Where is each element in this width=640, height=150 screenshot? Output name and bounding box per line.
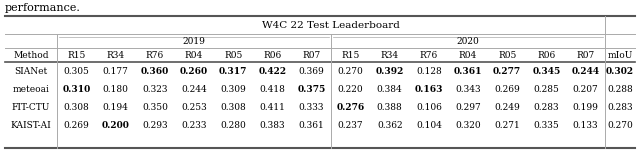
Text: 0.411: 0.411 [259,103,285,112]
Text: 0.302: 0.302 [606,67,634,76]
Text: R07: R07 [302,51,321,60]
Text: W4C 22 Test Leaderboard: W4C 22 Test Leaderboard [262,21,400,30]
Text: 0.277: 0.277 [493,67,521,76]
Text: 0.345: 0.345 [532,67,561,76]
Text: 0.200: 0.200 [102,122,130,130]
Text: 0.361: 0.361 [298,122,324,130]
Text: 0.199: 0.199 [573,103,598,112]
Text: 0.335: 0.335 [533,122,559,130]
Text: 0.333: 0.333 [299,103,324,112]
Text: 0.280: 0.280 [220,122,246,130]
Text: SIANet: SIANet [14,67,47,76]
Text: 0.276: 0.276 [337,103,365,112]
Text: 0.104: 0.104 [416,122,442,130]
Text: 0.320: 0.320 [455,122,481,130]
Text: R76: R76 [420,51,438,60]
Text: 0.388: 0.388 [377,103,403,112]
Text: 0.237: 0.237 [338,122,364,130]
Text: 0.288: 0.288 [607,85,633,94]
Text: R04: R04 [185,51,203,60]
Text: 0.269: 0.269 [494,85,520,94]
Text: Method: Method [13,51,49,60]
Text: 0.106: 0.106 [416,103,442,112]
Text: performance.: performance. [5,3,81,13]
Text: 0.369: 0.369 [298,67,324,76]
Text: R34: R34 [107,51,125,60]
Text: 0.343: 0.343 [455,85,481,94]
Text: 0.260: 0.260 [180,67,208,76]
Text: 0.297: 0.297 [455,103,481,112]
Text: 0.418: 0.418 [259,85,285,94]
Text: 2019: 2019 [182,36,205,45]
Text: 0.384: 0.384 [377,85,403,94]
Text: 0.361: 0.361 [454,67,483,76]
Text: 0.249: 0.249 [494,103,520,112]
Text: 0.350: 0.350 [142,103,168,112]
Text: R06: R06 [537,51,556,60]
Text: mIoU: mIoU [607,51,633,60]
Text: 0.308: 0.308 [64,103,90,112]
Text: 0.323: 0.323 [142,85,168,94]
Text: R15: R15 [67,51,86,60]
Text: KAIST-AI: KAIST-AI [11,122,51,130]
Text: 0.180: 0.180 [103,85,129,94]
Text: FIT-CTU: FIT-CTU [12,103,50,112]
Text: 2020: 2020 [456,36,479,45]
Text: 0.383: 0.383 [259,122,285,130]
Text: 0.269: 0.269 [64,122,90,130]
Text: 0.283: 0.283 [607,103,633,112]
Text: 0.360: 0.360 [141,67,169,76]
Text: 0.362: 0.362 [377,122,403,130]
Text: R15: R15 [341,51,360,60]
Text: 0.308: 0.308 [220,103,246,112]
Text: 0.177: 0.177 [103,67,129,76]
Text: 0.270: 0.270 [338,67,364,76]
Text: 0.163: 0.163 [415,85,443,94]
Text: meteoai: meteoai [13,85,49,94]
Text: 0.194: 0.194 [103,103,129,112]
Text: 0.305: 0.305 [63,67,90,76]
Text: R07: R07 [576,51,595,60]
Text: 0.271: 0.271 [494,122,520,130]
Text: 0.392: 0.392 [376,67,404,76]
Text: 0.270: 0.270 [607,122,633,130]
Text: R05: R05 [498,51,516,60]
Text: R34: R34 [381,51,399,60]
Text: 0.293: 0.293 [142,122,168,130]
Text: 0.233: 0.233 [181,122,207,130]
Text: 0.133: 0.133 [573,122,598,130]
Text: 0.253: 0.253 [181,103,207,112]
Text: 0.285: 0.285 [533,85,559,94]
Text: R06: R06 [263,51,282,60]
Text: R76: R76 [146,51,164,60]
Text: 0.375: 0.375 [298,85,326,94]
Text: 0.220: 0.220 [338,85,364,94]
Text: 0.309: 0.309 [220,85,246,94]
Text: 0.128: 0.128 [416,67,442,76]
Text: 0.244: 0.244 [181,85,207,94]
Text: 0.310: 0.310 [63,85,91,94]
Text: 0.207: 0.207 [573,85,598,94]
Text: R04: R04 [459,51,477,60]
Text: 0.422: 0.422 [258,67,286,76]
Text: 0.283: 0.283 [534,103,559,112]
Text: 0.317: 0.317 [219,67,247,76]
Text: 0.244: 0.244 [572,67,600,76]
Text: R05: R05 [224,51,243,60]
